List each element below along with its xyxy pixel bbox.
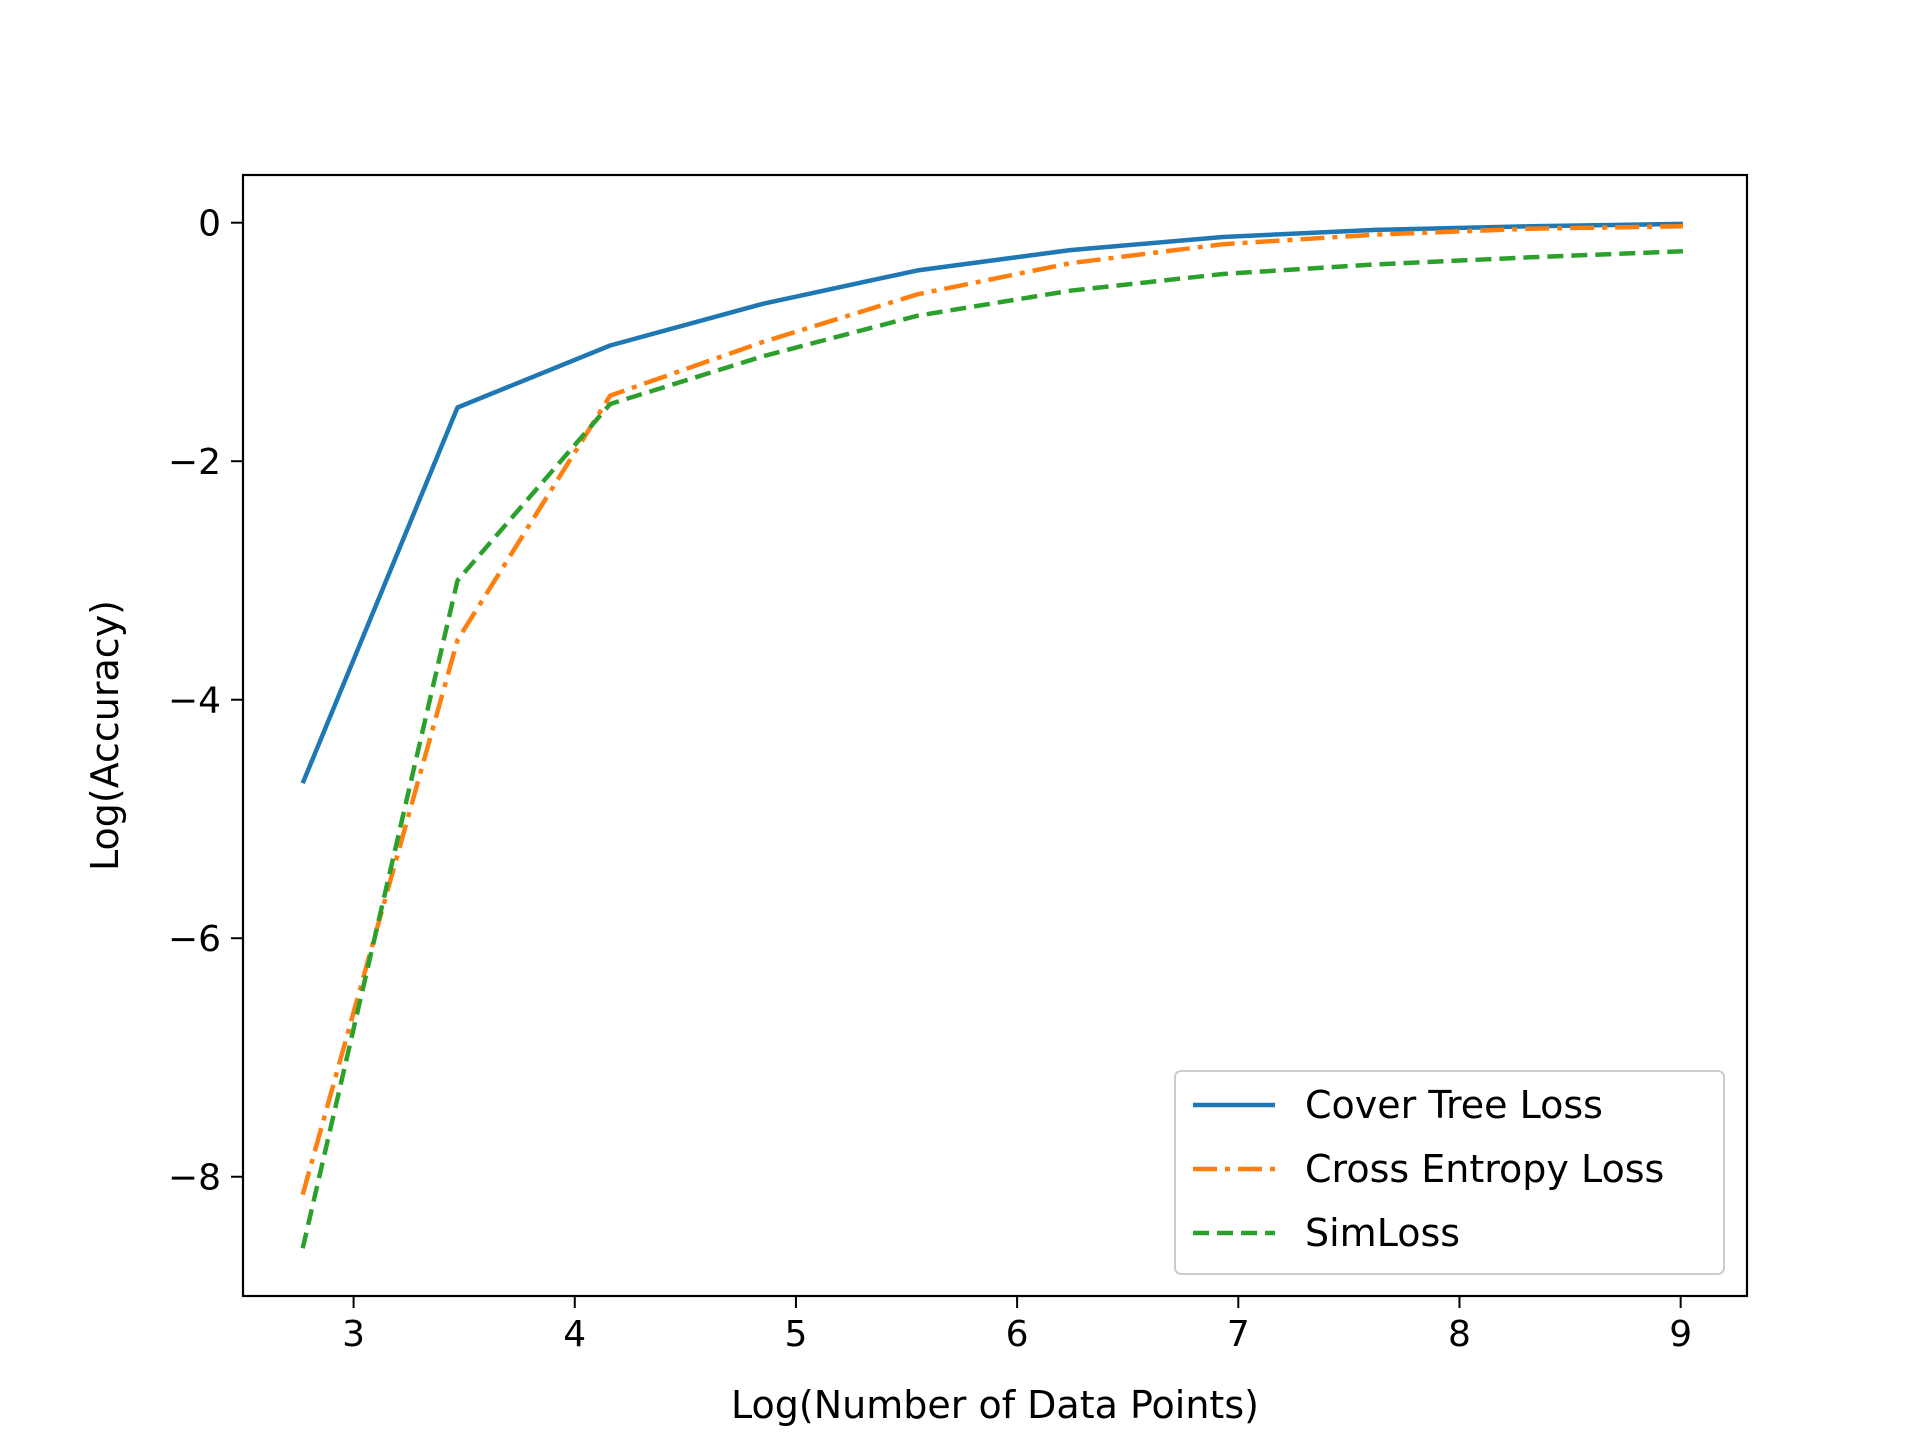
- y-tick-label: −8: [168, 1158, 221, 1199]
- y-tick-label: −4: [168, 681, 221, 722]
- x-tick-label: 7: [1227, 1314, 1250, 1355]
- x-tick-label: 3: [342, 1314, 365, 1355]
- plot-area: [300, 221, 1683, 1249]
- y-axis-label: Log(Accuracy): [83, 600, 127, 871]
- legend-label: Cover Tree Loss: [1305, 1083, 1603, 1127]
- legend-label: SimLoss: [1305, 1211, 1460, 1255]
- series-line-2: [300, 224, 1683, 1196]
- x-tick-label: 5: [784, 1314, 807, 1355]
- x-axis: 3 4 5 6 7 8 9: [342, 1296, 1692, 1355]
- x-tick-label: 4: [563, 1314, 586, 1355]
- series-line-1: [300, 221, 1683, 785]
- x-tick-label: 6: [1006, 1314, 1029, 1355]
- legend-box: [1174, 1070, 1725, 1275]
- y-tick-label: −6: [168, 919, 221, 960]
- x-tick-label: 8: [1448, 1314, 1471, 1355]
- axes-frame: [241, 173, 1749, 1298]
- legend: Cover Tree Loss Cross Entropy Loss SimLoss: [1174, 1070, 1725, 1275]
- y-tick-label: −2: [168, 442, 221, 483]
- y-axis: 0 −2 −4 −6 −8: [168, 204, 243, 1199]
- y-tick-label: 0: [198, 204, 221, 245]
- x-tick-label: 9: [1669, 1314, 1692, 1355]
- legend-label: Cross Entropy Loss: [1305, 1147, 1664, 1191]
- x-axis-label: Log(Number of Data Points): [731, 1383, 1259, 1427]
- series-line-3: [300, 249, 1683, 1249]
